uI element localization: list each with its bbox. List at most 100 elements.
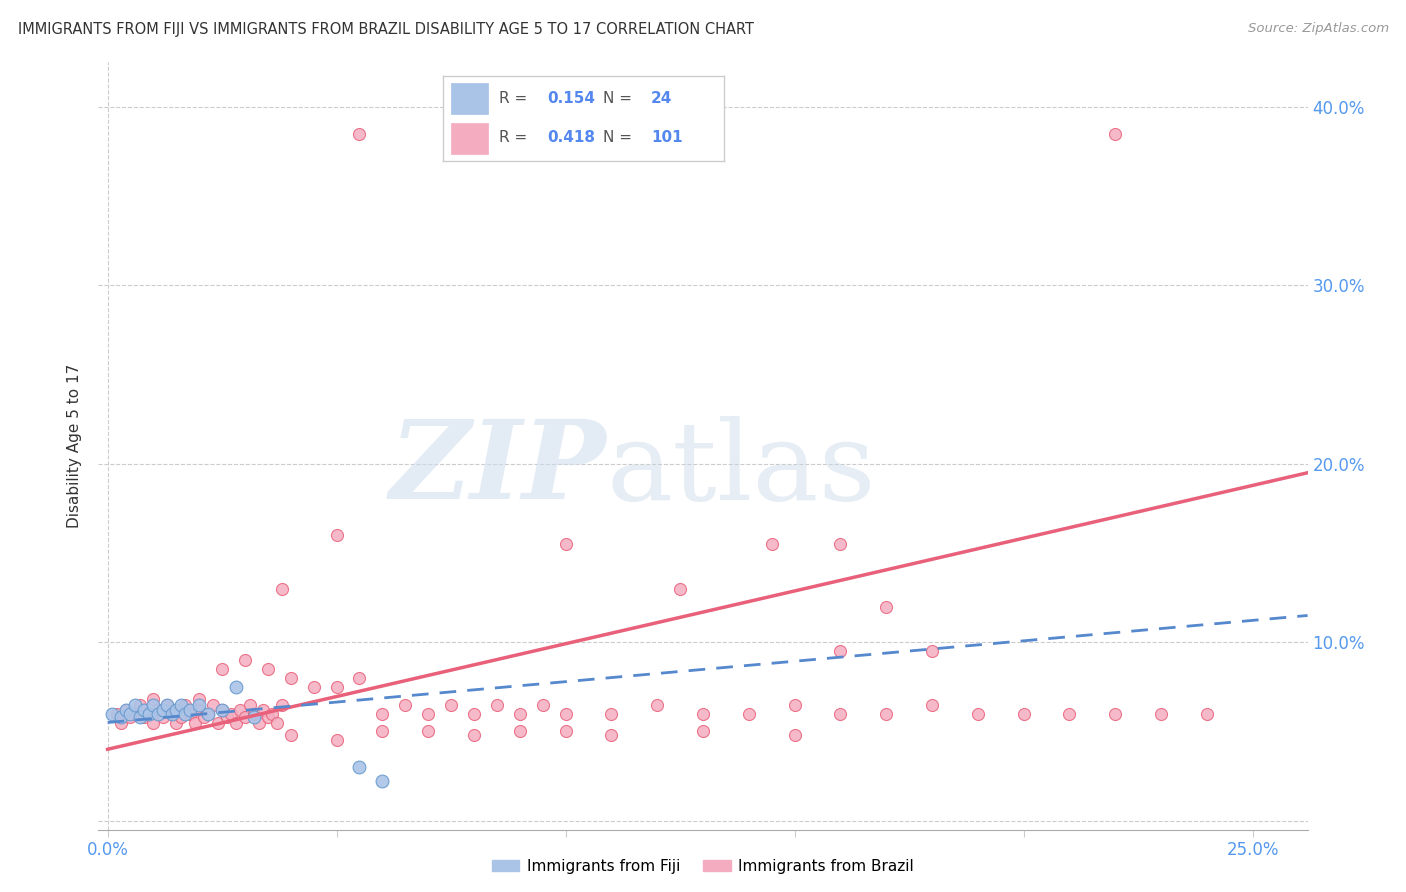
Point (138, 706, 160, 721)
Text: 24: 24 (651, 91, 672, 106)
Point (243, 710, 266, 724)
Point (188, 703, 211, 717)
Point (197, 706, 219, 721)
Text: 101: 101 (651, 130, 682, 145)
Point (101, 706, 124, 721)
Point (325, 733, 347, 747)
Text: R =: R = (499, 91, 533, 106)
Point (105, 706, 128, 721)
Point (485, 698, 508, 712)
Point (1104, 706, 1126, 721)
Point (134, 710, 156, 724)
Point (270, 582, 292, 596)
Point (152, 703, 174, 717)
Point (1012, 706, 1035, 721)
Point (302, 680, 325, 694)
Point (325, 680, 347, 694)
Point (165, 703, 187, 717)
Text: R =: R = (499, 130, 533, 145)
Point (124, 706, 146, 721)
Point (463, 728, 485, 742)
Point (128, 710, 150, 724)
Point (257, 662, 280, 676)
Point (165, 703, 187, 717)
Y-axis label: Disability Age 5 to 17: Disability Age 5 to 17 (67, 364, 83, 528)
Point (124, 698, 146, 712)
Point (325, 528, 347, 542)
Point (138, 706, 160, 721)
Point (174, 706, 197, 721)
Point (128, 698, 150, 712)
Point (270, 698, 292, 712)
Point (875, 599, 897, 614)
Point (233, 653, 256, 667)
Point (225, 680, 247, 694)
Point (142, 698, 165, 712)
Point (966, 706, 988, 721)
Point (142, 692, 165, 706)
Point (120, 710, 142, 724)
Point (142, 715, 165, 730)
Text: IMMIGRANTS FROM FIJI VS IMMIGRANTS FROM BRAZIL DISABILITY AGE 5 TO 17 CORRELATIO: IMMIGRANTS FROM FIJI VS IMMIGRANTS FROM … (18, 22, 754, 37)
Point (211, 662, 233, 676)
Point (183, 715, 205, 730)
Point (1104, 127, 1126, 141)
Point (509, 724, 531, 739)
Legend: Immigrants from Fiji, Immigrants from Brazil: Immigrants from Fiji, Immigrants from Br… (485, 853, 921, 880)
Point (225, 715, 247, 730)
Point (509, 706, 531, 721)
Point (257, 710, 280, 724)
Point (761, 537, 783, 551)
Point (875, 706, 897, 721)
Point (152, 710, 174, 724)
Bar (451, 84, 488, 114)
Point (280, 671, 302, 685)
Point (179, 706, 201, 721)
Point (921, 644, 943, 658)
Point (110, 715, 132, 730)
Point (600, 706, 623, 721)
Point (418, 706, 440, 721)
Point (179, 703, 201, 717)
Point (239, 698, 262, 712)
Text: 0.154: 0.154 (547, 91, 595, 106)
Point (146, 706, 169, 721)
Point (115, 703, 138, 717)
Point (252, 703, 274, 717)
Text: ZIP: ZIP (389, 416, 606, 523)
Point (211, 703, 233, 717)
Point (463, 706, 485, 721)
Text: Source: ZipAtlas.com: Source: ZipAtlas.com (1249, 22, 1389, 36)
Point (229, 703, 252, 717)
Point (783, 698, 806, 712)
Point (156, 698, 179, 712)
Point (554, 724, 576, 739)
Point (371, 706, 394, 721)
Point (280, 728, 302, 742)
Point (692, 706, 714, 721)
Text: 0.418: 0.418 (547, 130, 595, 145)
Point (921, 698, 943, 712)
Point (1150, 706, 1173, 721)
Point (440, 698, 463, 712)
Point (247, 715, 270, 730)
Point (645, 698, 668, 712)
Point (170, 698, 193, 712)
Point (554, 537, 576, 551)
Point (783, 728, 806, 742)
Bar (451, 123, 488, 153)
Point (266, 715, 288, 730)
Text: N =: N = (603, 91, 637, 106)
Point (207, 715, 229, 730)
Point (160, 706, 183, 721)
Point (165, 715, 187, 730)
Point (120, 706, 142, 721)
Point (110, 710, 132, 724)
Point (738, 706, 761, 721)
Point (349, 671, 371, 685)
Point (830, 537, 852, 551)
Point (146, 703, 169, 717)
Point (233, 710, 256, 724)
Point (193, 710, 215, 724)
Point (1059, 706, 1081, 721)
